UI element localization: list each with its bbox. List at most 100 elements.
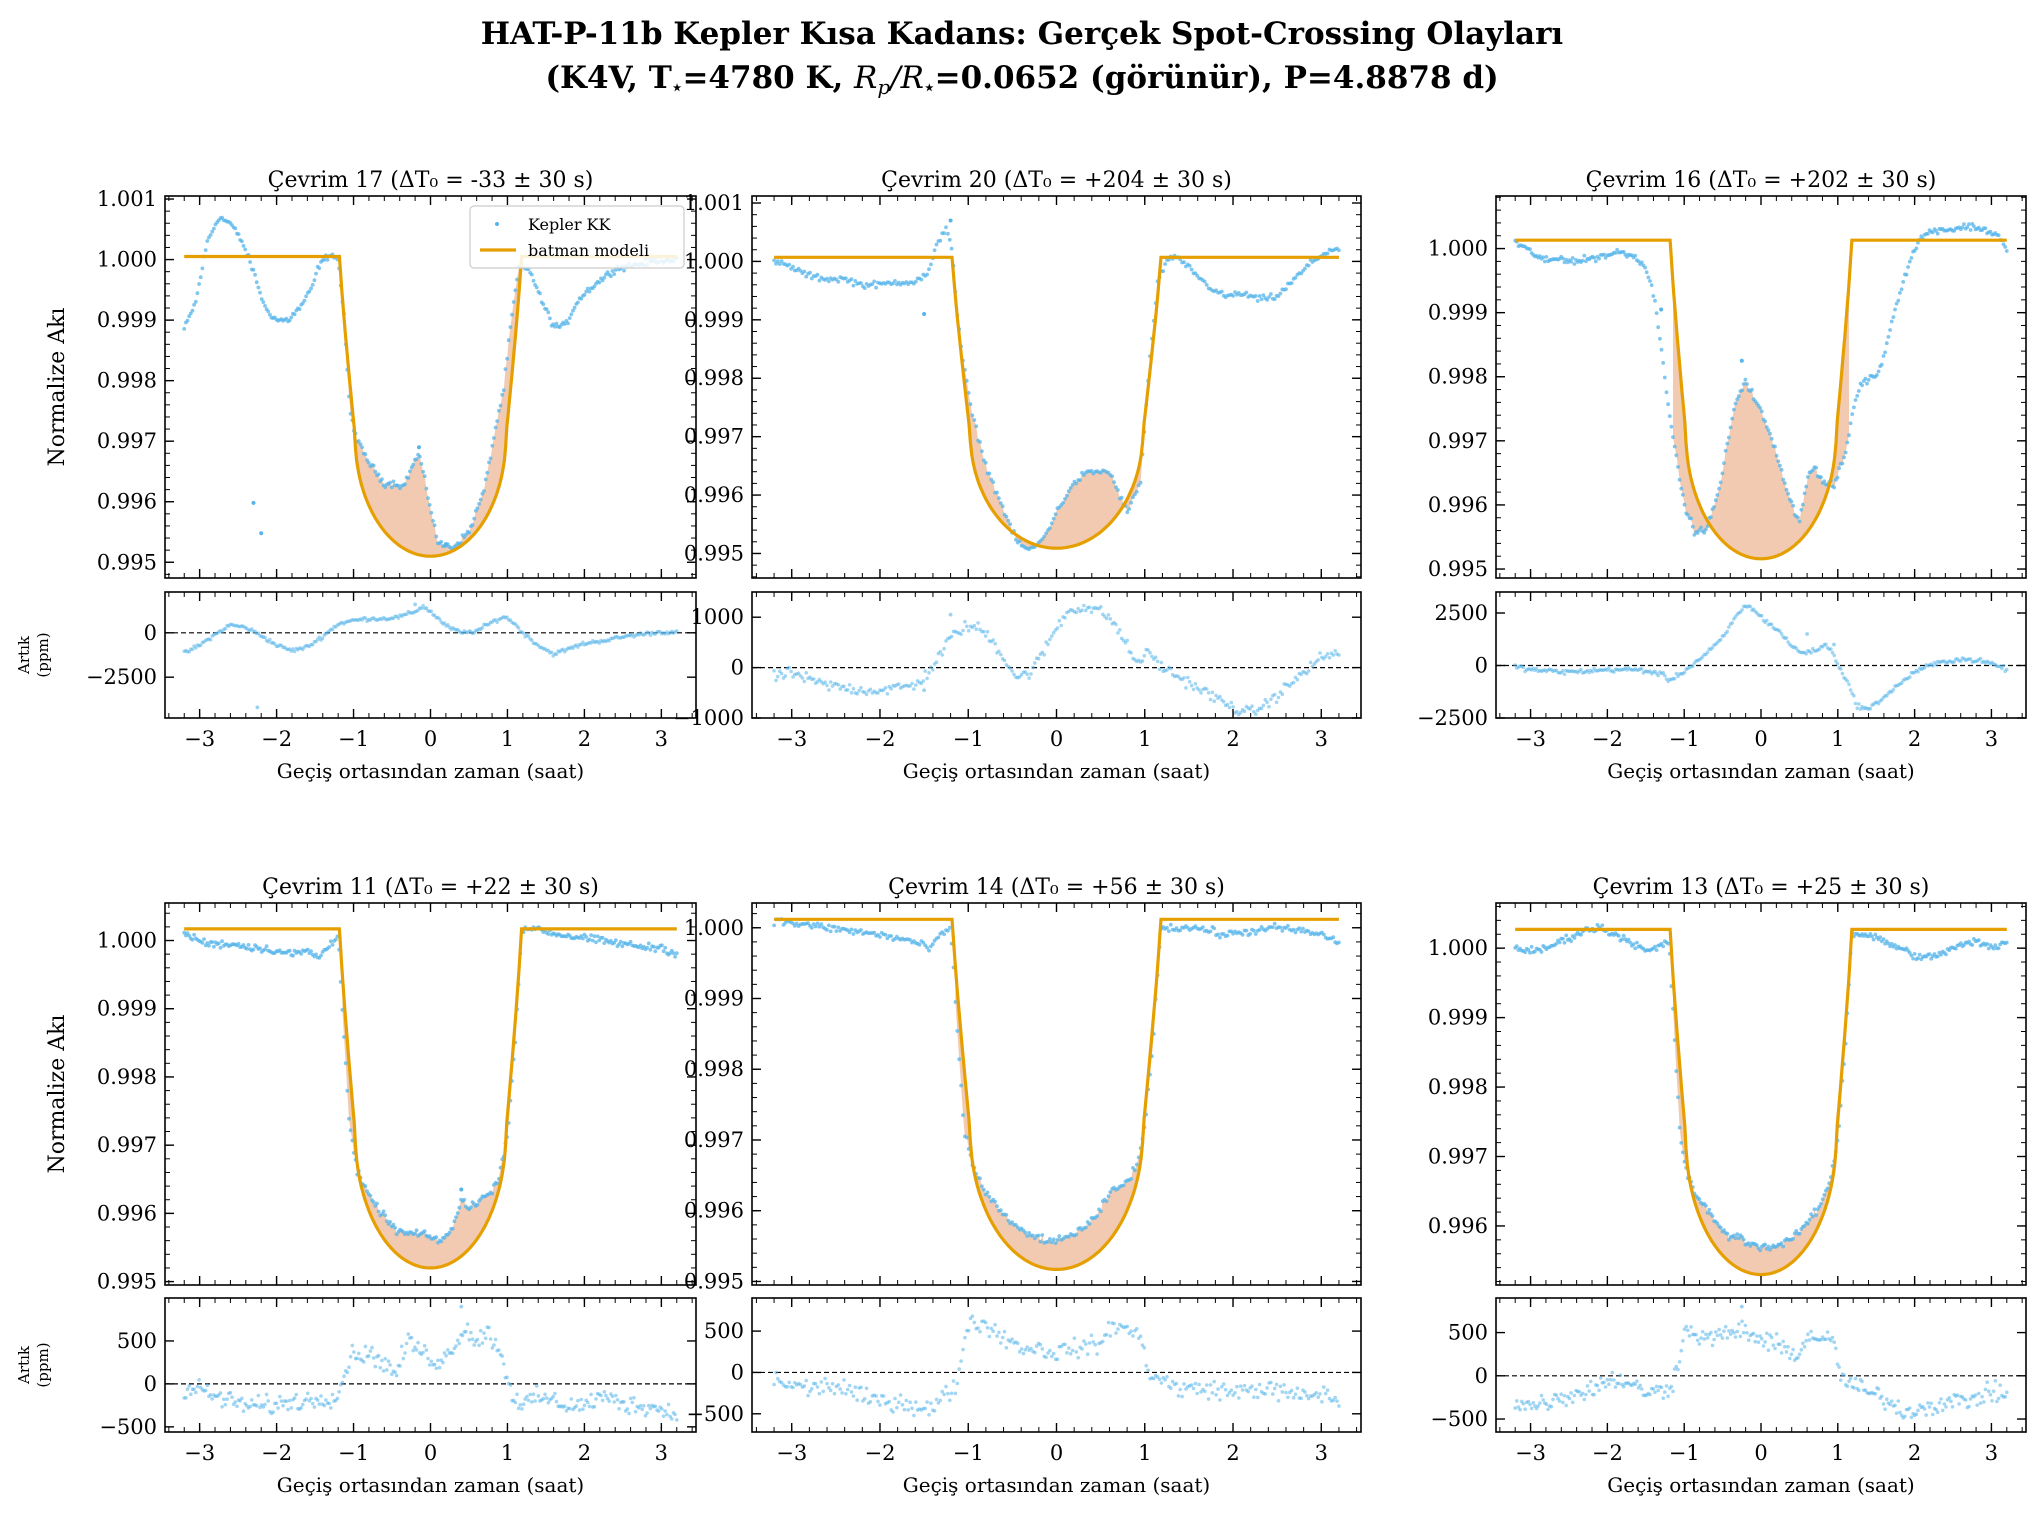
- data-point: [1778, 463, 1782, 468]
- data-point: [944, 225, 948, 230]
- data-point: [1068, 486, 1073, 490]
- resid-point: [1031, 665, 1035, 670]
- data-point: [1991, 946, 1996, 951]
- resid-point: [660, 1407, 664, 1411]
- data-point: [934, 242, 939, 247]
- resid-point: [828, 1388, 833, 1393]
- resid-point: [906, 1408, 910, 1412]
- resid-point: [985, 1326, 990, 1330]
- resid-point: [845, 688, 850, 692]
- data-point: [1289, 281, 1294, 285]
- data-point: [414, 1228, 419, 1233]
- resid-point: [1567, 1396, 1572, 1401]
- data-point: [243, 247, 248, 252]
- data-point: [482, 489, 486, 493]
- data-point: [964, 1135, 969, 1140]
- flux-ytick-label: 0.999: [97, 308, 157, 332]
- flux-ytick-label: 1.000: [684, 249, 744, 273]
- data-point: [376, 472, 381, 477]
- data-point: [322, 257, 327, 262]
- data-point: [1702, 530, 1707, 535]
- data-point: [1799, 507, 1804, 512]
- resid-point: [961, 628, 965, 633]
- data-point: [1733, 401, 1738, 406]
- resid-point: [1085, 1352, 1090, 1356]
- resid-point: [1333, 1395, 1337, 1400]
- resid-point: [424, 1348, 429, 1352]
- data-point: [1906, 265, 1910, 269]
- data-point: [541, 302, 546, 307]
- resid-point: [847, 683, 852, 687]
- resid-point: [1033, 1350, 1037, 1355]
- data-point: [1840, 461, 1845, 466]
- data-point: [495, 419, 500, 423]
- resid-point: [1089, 1333, 1094, 1338]
- resid-point: [948, 1398, 952, 1403]
- resid-points: [182, 602, 679, 710]
- resid-ytick-label: 0: [144, 1372, 157, 1396]
- data-point: [851, 932, 856, 936]
- data-point: [600, 935, 605, 940]
- data-point: [834, 929, 839, 933]
- flux-ytick-label: 0.996: [684, 483, 744, 507]
- resid-point: [1603, 1385, 1608, 1389]
- resid-point: [441, 1360, 445, 1365]
- legend-data-label: Kepler KK: [528, 215, 612, 234]
- data-point: [236, 941, 241, 946]
- flux-ytick-label: 0.999: [1428, 1006, 1488, 1030]
- resid-point: [1691, 664, 1695, 669]
- resid-point: [976, 1326, 980, 1330]
- resid-point: [1165, 668, 1169, 672]
- resid-point: [1529, 1406, 1534, 1411]
- data-point: [1993, 943, 1998, 948]
- resid-point: [959, 632, 963, 636]
- data-point: [1878, 935, 1883, 939]
- resid-point: [987, 1334, 992, 1339]
- resid-point: [1040, 1347, 1045, 1351]
- data-point: [510, 312, 514, 317]
- resid-point: [1607, 665, 1611, 670]
- resid-point: [1272, 1386, 1277, 1391]
- data-point: [464, 532, 468, 537]
- resid-point: [1065, 1351, 1069, 1355]
- data-point: [1031, 1233, 1035, 1238]
- data-point: [244, 946, 249, 951]
- data-point: [1871, 937, 1876, 942]
- resid-point: [1633, 1382, 1637, 1387]
- data-point: [1932, 952, 1937, 956]
- resid-point: [938, 1398, 943, 1403]
- data-point: [862, 286, 867, 290]
- data-point: [1819, 1201, 1823, 1206]
- resid-point: [1598, 1376, 1603, 1380]
- resid-point: [1040, 650, 1045, 655]
- flux-ytick-label: 0.995: [684, 541, 744, 565]
- resid-point: [1076, 606, 1080, 611]
- resid-point: [330, 627, 335, 632]
- resid-point: [324, 1398, 328, 1402]
- data-point: [1112, 480, 1116, 485]
- resid-point: [1125, 1324, 1130, 1329]
- xtick-label: −2: [261, 727, 292, 751]
- data-point: [970, 413, 975, 418]
- resid-point: [1656, 1388, 1660, 1393]
- resid-point: [1617, 1381, 1621, 1386]
- resid-point-outlier: [459, 1304, 464, 1309]
- data-point: [264, 944, 269, 948]
- data-point: [1646, 275, 1651, 280]
- resid-point: [1931, 664, 1935, 668]
- data-point: [808, 270, 812, 275]
- resid-point: [480, 1341, 485, 1345]
- resid-point: [1108, 617, 1113, 621]
- data-point: [1916, 956, 1920, 960]
- data-point: [1985, 942, 1989, 946]
- resid-point: [1748, 604, 1753, 609]
- data-point: [1561, 936, 1565, 941]
- resid-point: [502, 1362, 506, 1366]
- data-point: [1705, 1211, 1710, 1215]
- data-point: [648, 947, 653, 952]
- resid-point: [1513, 1406, 1517, 1410]
- data-point: [1639, 260, 1644, 265]
- data-point: [1579, 932, 1583, 937]
- data-point: [1676, 465, 1680, 469]
- data-point: [1025, 1234, 1030, 1238]
